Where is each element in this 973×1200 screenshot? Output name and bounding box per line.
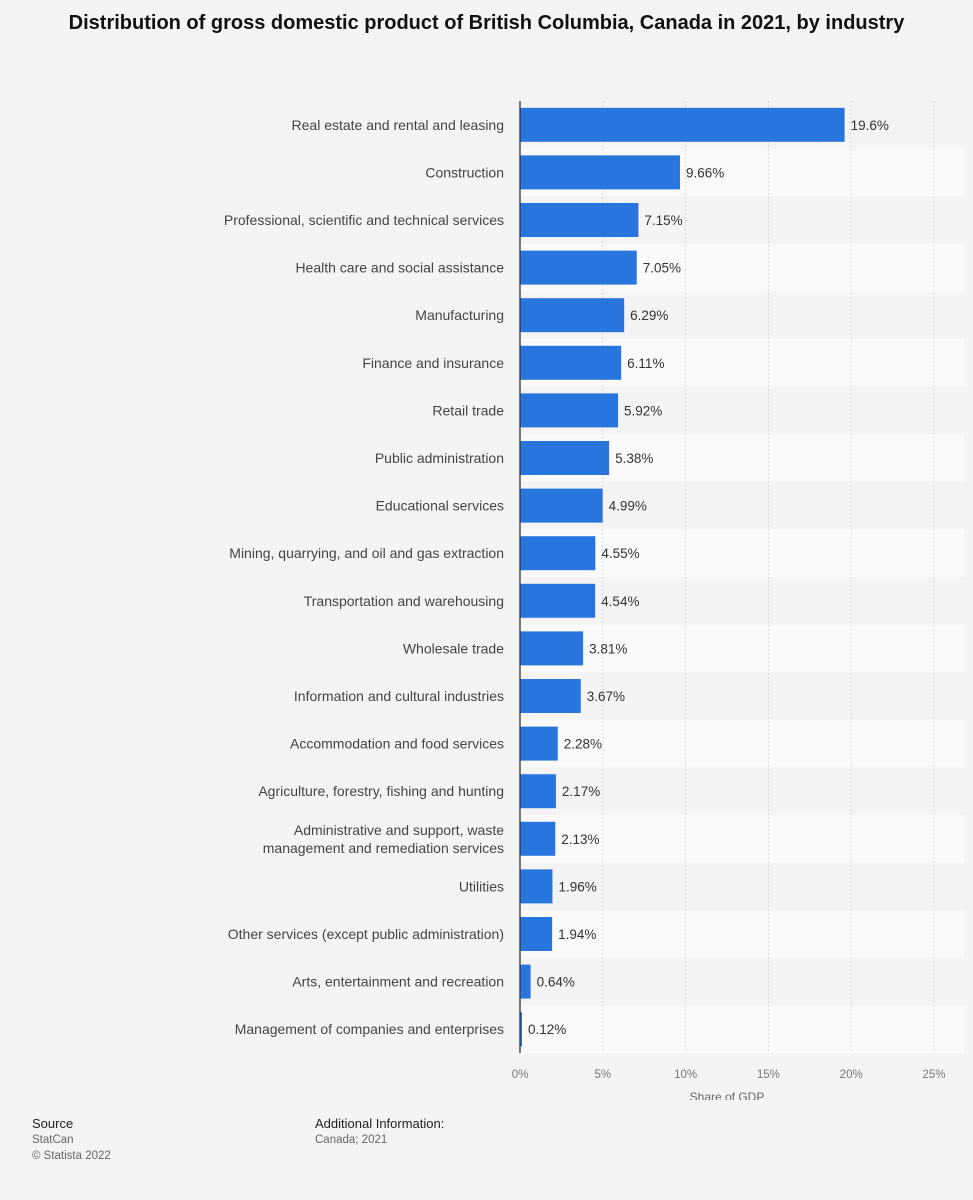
additional-info-text: Canada; 2021 [315, 1134, 388, 1146]
category-label: Other services (except public administra… [228, 926, 504, 942]
bars [520, 107, 845, 1047]
value-label: 0.64% [537, 975, 575, 990]
source-heading: Source [32, 1116, 74, 1131]
row-band [520, 815, 964, 863]
category-label: Accommodation and food services [290, 736, 504, 752]
value-label: 19.6% [851, 118, 889, 133]
value-label: 3.67% [587, 689, 625, 704]
value-label: 7.05% [643, 261, 681, 276]
bar[interactable] [520, 964, 531, 999]
bar[interactable] [520, 1012, 522, 1047]
value-label: 0.12% [528, 1022, 566, 1037]
bar[interactable] [520, 107, 845, 142]
value-label: 5.38% [615, 451, 653, 466]
row-band [520, 910, 964, 958]
bar[interactable] [520, 679, 581, 713]
bar[interactable] [520, 536, 596, 571]
x-tick-label: 15% [757, 1069, 780, 1081]
bar[interactable] [520, 583, 596, 618]
bar[interactable] [520, 869, 553, 904]
category-label: Finance and insurance [362, 355, 504, 371]
bar-chart: Real estate and rental and leasing Constr… [223, 101, 964, 1100]
x-tick-label: 25% [922, 1069, 945, 1081]
category-label: Administrative and support, waste managem… [263, 822, 504, 856]
category-label: Construction [425, 164, 504, 180]
category-label: Utilities [459, 878, 504, 894]
bar[interactable] [520, 488, 603, 523]
category-label: Professional, scientific and technical s… [224, 212, 504, 228]
category-label: Real estate and rental and leasing [292, 117, 504, 133]
value-label: 2.28% [564, 737, 602, 752]
bar[interactable] [520, 155, 680, 190]
row-band [520, 1005, 964, 1053]
category-label: Transportation and warehousing [304, 593, 504, 609]
category-label: Public administration [375, 450, 504, 466]
bar[interactable] [520, 441, 610, 475]
value-label: 4.99% [609, 499, 647, 514]
row-band [520, 719, 964, 768]
value-label: 1.94% [558, 927, 596, 942]
row-band [520, 624, 964, 673]
bar[interactable] [520, 250, 637, 285]
category-label: Arts, entertainment and recreation [292, 974, 504, 990]
category-label: Educational services [376, 498, 504, 514]
bar[interactable] [520, 203, 639, 237]
x-tick-label: 5% [594, 1069, 611, 1081]
category-label: Mining, quarrying, and oil and gas extra… [229, 545, 504, 561]
bar[interactable] [520, 393, 619, 428]
value-label: 1.96% [558, 879, 596, 894]
category-label: Retail trade [432, 402, 504, 418]
additional-info-heading: Additional Information: [315, 1116, 445, 1131]
value-label: 2.17% [562, 784, 600, 799]
category-label: Manufacturing [415, 307, 504, 323]
x-tick-labels: 0% 5% 10% 15% 20% 25% [512, 1069, 946, 1081]
category-label: Wholesale trade [403, 640, 504, 656]
copyright-text: © Statista 2022 [32, 1150, 111, 1162]
category-label: Management of companies and enterprises [235, 1021, 504, 1037]
category-label: Health care and social assistance [295, 260, 504, 276]
value-label: 6.11% [627, 356, 664, 371]
value-label: 6.29% [630, 308, 668, 323]
value-label: 5.92% [624, 403, 662, 418]
bar[interactable] [520, 726, 558, 761]
bar[interactable] [520, 917, 553, 951]
x-tick-label: 10% [674, 1069, 697, 1081]
category-label: Information and cultural industries [294, 688, 504, 704]
bar[interactable] [520, 298, 625, 333]
value-label: 7.15% [644, 213, 682, 228]
bar[interactable] [520, 631, 584, 666]
source-name[interactable]: StatCan [32, 1134, 74, 1146]
category-labels: Real estate and rental and leasing Constr… [224, 117, 504, 1037]
gridlines [602, 101, 935, 1053]
value-label: 4.55% [601, 546, 639, 561]
bar[interactable] [520, 774, 556, 809]
chart-title: Distribution of gross domestic product o… [68, 12, 905, 34]
bar[interactable] [520, 821, 556, 856]
x-tick-label: 20% [840, 1069, 863, 1081]
x-tick-label: 0% [512, 1069, 529, 1081]
bar[interactable] [520, 345, 622, 380]
value-labels: 19.6% 9.66% 7.15% 7.05% 6.29% 6.11% 5.92% 5.38%… [528, 118, 889, 1037]
value-label: 2.13% [561, 832, 599, 847]
value-label: 4.54% [601, 594, 639, 609]
x-axis-title: Share of GDP [690, 1090, 765, 1100]
value-label: 9.66% [686, 165, 724, 180]
value-label: 3.81% [589, 641, 627, 656]
category-label: Agriculture, forestry, fishing and hunti… [258, 783, 504, 799]
